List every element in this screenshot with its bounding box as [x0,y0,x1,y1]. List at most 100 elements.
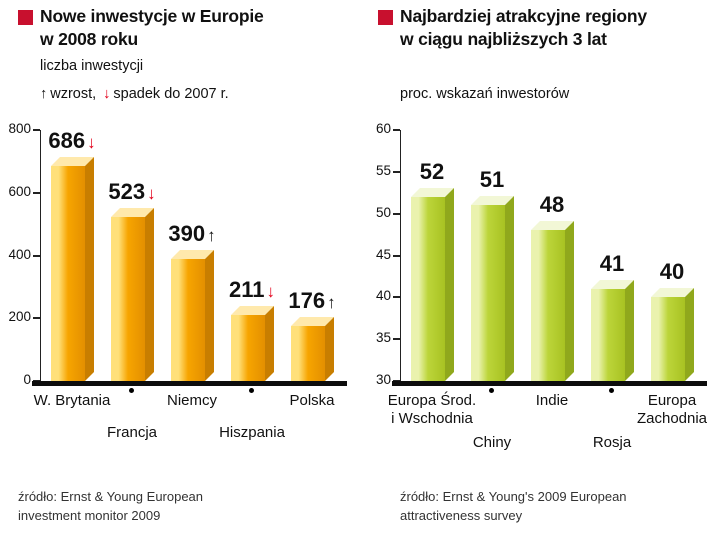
bar-value: 686 [48,128,86,153]
right-title-line1: Najbardziej atrakcyjne regiony [400,6,647,26]
right-plot: 30 35 40 45 50 55 60 52 Europa Środ. i Wschodnia 5… [376,121,707,451]
x-axis-label-line: Europa [647,392,697,409]
y-tick-label: 50 [375,204,391,220]
y-tick-mark [33,129,40,132]
x-axis-label: Chiny [430,434,554,452]
y-tick-label: 800 [8,121,31,136]
left-chart-legend: ↑ wzrost, ↓ spadek do 2007 r. [40,86,229,102]
legend-up-arrow-icon: ↑ [40,86,48,102]
y-tick-label: 200 [8,309,31,325]
y-tick-label: 400 [8,246,31,262]
x-axis-label: Francja [70,424,194,442]
x-axis-label-line: Francja [106,424,158,441]
x-axis-label-line: Rosja [592,434,632,451]
x-axis-label: Hiszpania [190,424,314,442]
bar-value-label: 390 ↑ [142,221,242,249]
leader-dot [249,388,254,393]
x-axis-label-line: Hiszpania [219,424,285,441]
y-tick-label: 30 [375,372,391,387]
y-tick-mark [393,129,400,131]
y-tick-mark [33,191,40,194]
y-tick-label: 35 [375,330,391,346]
bar [231,306,274,381]
x-axis-label-line: W. Brytania [33,392,111,409]
leader-dot [489,388,494,393]
trend-down-icon: ↓ [266,282,276,301]
x-axis-label: Europa Środ. i Wschodnia [370,392,494,428]
y-tick-label: 60 [375,121,391,136]
bar-value: 176 [288,288,326,313]
right-chart-title: Najbardziej atrakcyjne regiony w ciągu n… [400,5,647,51]
bar [531,221,574,381]
left-source-line2: investment monitor 2009 [18,508,161,523]
left-title-bullet-icon [18,10,33,25]
trend-up-icon: ↑ [207,226,216,245]
bar-value-label: 211 ↓ [202,277,302,305]
x-axis-label: W. Brytania [10,392,134,410]
leader-dot [609,388,614,393]
bar [111,208,154,381]
legend-down-arrow-icon: ↓ [103,86,111,102]
bar-side-face [445,188,454,381]
x-axis-label-line: Indie [535,392,569,409]
x-axis-label: Rosja [550,434,674,452]
leader-dot [129,388,134,393]
bar [291,317,334,381]
y-tick-label: 45 [375,246,391,262]
bar [591,280,634,381]
bar [411,188,454,381]
right-source-line2: attractiveness survey [400,508,523,523]
bar-side-face [325,317,334,381]
bar-front-face [171,259,205,381]
left-title-line2: w 2008 roku [40,29,138,49]
y-tick-mark [393,212,400,215]
bar-front-face [591,289,625,381]
bar-value: 40 [659,259,685,284]
x-axis-label-line: Polska [289,392,335,409]
bar-side-face [505,196,514,381]
trend-down-icon: ↓ [87,133,96,152]
bar-value: 51 [479,167,505,192]
bar-side-face [265,306,274,381]
legend-down-text: spadek do 2007 r. [113,86,229,102]
x-axis-label-line: Chiny [472,434,512,451]
bar-front-face [411,197,445,381]
x-axis-baseline [32,381,347,386]
y-tick-label: 40 [375,288,391,304]
y-axis-line [40,130,41,383]
y-tick-mark [393,170,400,173]
bar-side-face [625,280,634,381]
bar-front-face [51,166,85,381]
legend-up-text: wzrost, [50,86,97,102]
bar-front-face [651,297,685,381]
right-source: źródło: Ernst & Young's 2009 European at… [400,487,627,525]
bar-value-label: 41 [562,251,662,277]
y-axis-line [400,130,401,383]
bar-value-label: 40 [622,259,720,285]
x-axis-baseline [392,381,707,386]
x-axis-label: Europa Zachodnia [610,392,720,428]
right-chart-subtitle: proc. wskazań inwestorów [400,86,570,102]
bar-side-face [205,250,214,381]
bar [651,288,694,381]
bar-side-face [565,221,574,381]
bar-value-label: 686 ↓ [22,128,122,156]
bar-value-label: 51 [442,167,542,193]
x-axis-label: Polska [250,392,374,410]
bar-front-face [111,217,145,381]
bar-front-face [471,205,505,381]
bar-value-label: 48 [502,192,602,218]
right-title-line2: w ciągu najbliższych 3 lat [400,29,607,49]
y-tick-label: 0 [23,372,31,387]
bar [471,196,514,381]
x-axis-label-line: Zachodnia [636,410,708,427]
bar-value: 390 [168,221,206,246]
y-tick-mark [393,338,400,341]
trend-up-icon: ↑ [327,293,336,312]
x-axis-label-line: Europa Środ. [387,392,477,409]
left-chart-title: Nowe inwestycje w Europie w 2008 roku [40,5,264,51]
y-tick-mark [393,296,400,299]
y-tick-mark [393,254,400,257]
y-tick-label: 55 [375,162,391,178]
